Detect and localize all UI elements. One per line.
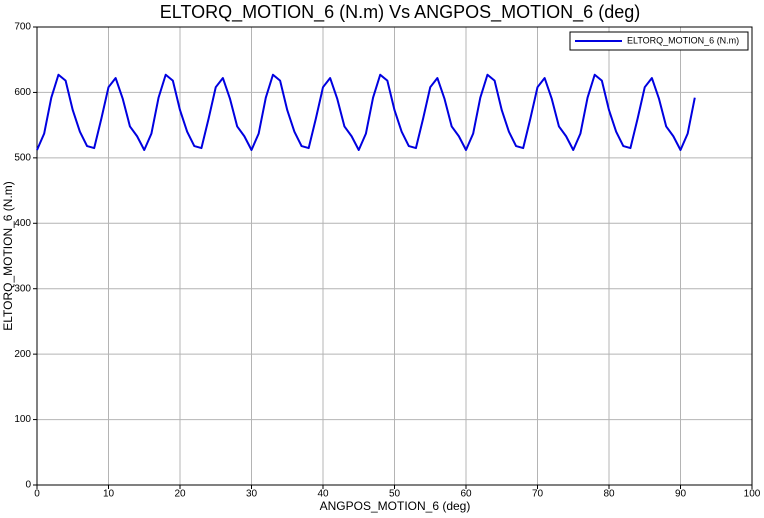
x-tick-label: 0 xyxy=(34,489,40,500)
y-tick-label: 300 xyxy=(14,283,31,294)
x-tick-label: 10 xyxy=(103,489,115,500)
data-line xyxy=(36,73,696,152)
legend-box xyxy=(569,31,749,51)
x-tick-label: 80 xyxy=(603,489,615,500)
y-axis-label: ELTORQ_MOTION_6 (N.m) xyxy=(1,181,15,331)
legend-label: ELTORQ_MOTION_6 (N.m) xyxy=(627,35,739,45)
y-tick-label: 200 xyxy=(14,349,31,360)
y-tick-label: 700 xyxy=(14,22,31,33)
x-axis-label: ANGPOS_MOTION_6 (deg) xyxy=(320,499,471,513)
y-tick-label: 0 xyxy=(25,480,31,491)
x-tick-label: 70 xyxy=(532,489,544,500)
x-tick-label: 90 xyxy=(675,489,687,500)
x-tick-label: 100 xyxy=(744,489,761,500)
y-tick-label: 400 xyxy=(14,218,31,229)
x-tick-label: 40 xyxy=(317,489,329,500)
x-tick-label: 60 xyxy=(460,489,472,500)
y-tick-label: 100 xyxy=(14,414,31,425)
x-tick-label: 20 xyxy=(174,489,186,500)
y-tick-label: 600 xyxy=(14,87,31,98)
y-tick-label: 500 xyxy=(14,152,31,163)
x-tick-label: 30 xyxy=(246,489,258,500)
x-tick-label: 50 xyxy=(389,489,401,500)
chart-title: ELTORQ_MOTION_6 (N.m) Vs ANGPOS_MOTION_6… xyxy=(160,2,640,23)
plot-frame xyxy=(36,26,753,486)
